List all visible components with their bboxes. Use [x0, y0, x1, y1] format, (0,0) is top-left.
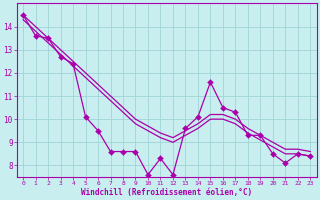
X-axis label: Windchill (Refroidissement éolien,°C): Windchill (Refroidissement éolien,°C): [81, 188, 252, 197]
